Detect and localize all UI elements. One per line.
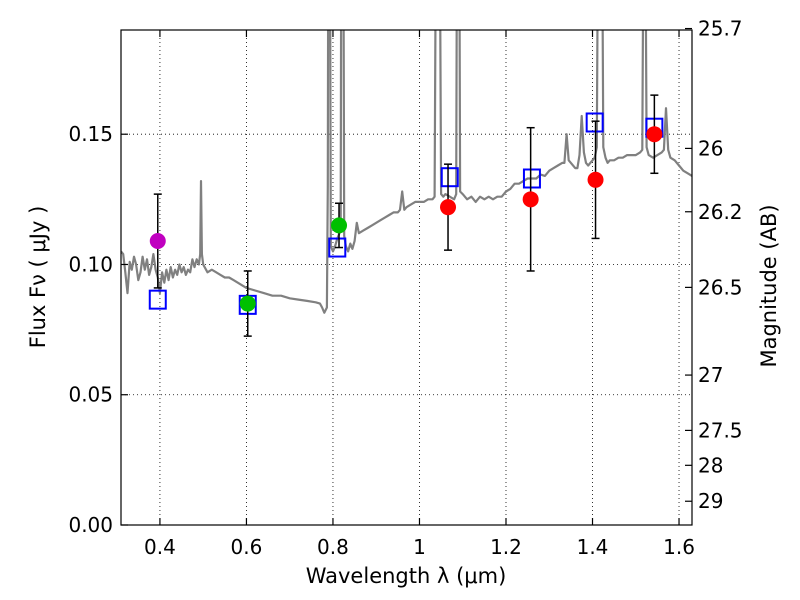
x-tick-label: 0.8 bbox=[317, 535, 349, 559]
model-photometry-square bbox=[522, 168, 541, 189]
y-tick-label: 0.05 bbox=[68, 383, 113, 407]
model-photometry-square bbox=[585, 112, 604, 133]
observed-point bbox=[149, 233, 166, 250]
model-spectrum-line bbox=[121, 30, 692, 314]
grid bbox=[121, 30, 692, 526]
observed-point bbox=[646, 126, 663, 143]
axis-ticks: 0.4 0.6 0.8 1 1.2 1.4 1.6 0.00 0.05 0.10 0.15 25.7 2… bbox=[68, 17, 742, 559]
x-tick-label: 1.2 bbox=[490, 535, 522, 559]
y-axis-label-left: Flux Fν ( μJy ) bbox=[26, 206, 50, 349]
y-tick-label: 0.00 bbox=[68, 513, 113, 537]
y-tick-label: 0.15 bbox=[68, 122, 113, 146]
mag-tick-label: 27.5 bbox=[698, 418, 743, 442]
mag-tick-label: 26.2 bbox=[698, 200, 743, 224]
x-tick-label: 0.4 bbox=[144, 535, 176, 559]
observed-point bbox=[239, 295, 256, 312]
mag-tick-label: 27 bbox=[698, 363, 723, 387]
observed-point bbox=[331, 217, 348, 234]
observed-point bbox=[587, 171, 604, 188]
x-tick-label: 1.6 bbox=[663, 535, 695, 559]
model-photometry-square bbox=[328, 237, 347, 258]
y-tick-label: 0.10 bbox=[68, 252, 113, 276]
mag-tick-label: 29 bbox=[698, 489, 723, 513]
mag-tick-label: 26 bbox=[698, 136, 723, 160]
x-tick-label: 0.6 bbox=[231, 535, 263, 559]
mag-tick-label: 28 bbox=[698, 453, 723, 477]
mag-tick-label: 25.7 bbox=[698, 17, 743, 41]
model-photometry-square bbox=[440, 167, 459, 188]
x-axis-label: Wavelength λ (μm) bbox=[306, 564, 507, 588]
observed-point bbox=[440, 199, 457, 216]
observed-point bbox=[522, 191, 539, 208]
y-axis-label-right: Magnitude (AB) bbox=[757, 204, 781, 367]
data-markers bbox=[148, 94, 664, 337]
model-photometry-square bbox=[148, 289, 167, 310]
x-tick-label: 1 bbox=[413, 535, 426, 559]
plot-frame bbox=[120, 29, 693, 526]
mag-tick-label: 26.5 bbox=[698, 275, 743, 299]
x-tick-label: 1.4 bbox=[577, 535, 609, 559]
